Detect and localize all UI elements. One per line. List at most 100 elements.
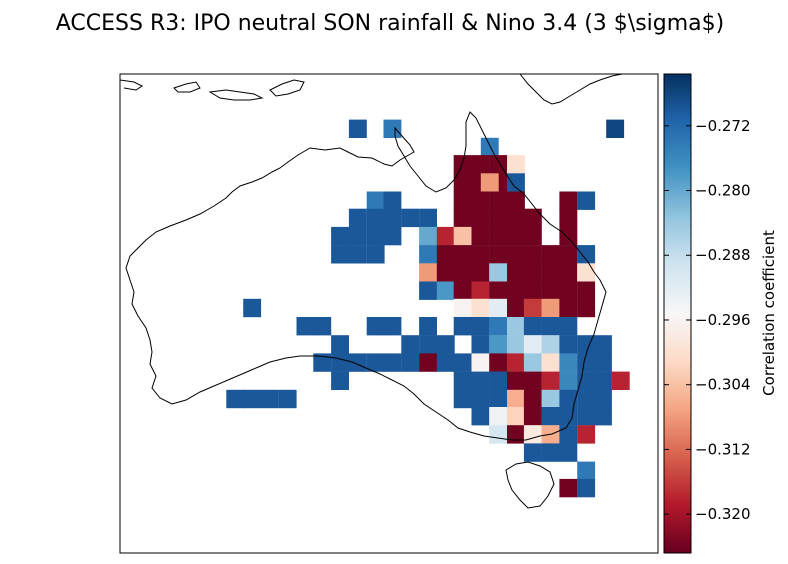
map-frame [119,73,659,554]
heatmap-cell [541,263,560,282]
heatmap-cell [489,245,508,264]
heatmap-cell [453,173,472,192]
heatmap-cell [453,353,472,372]
heatmap-cell [453,208,472,228]
heatmap-cell [471,191,490,210]
heatmap-cell [559,208,578,228]
heatmap-cell [436,335,455,354]
heatmap-cell [507,191,525,210]
heatmap-cell [419,335,437,354]
heatmap-cell [606,119,625,138]
heatmap-cell [577,245,596,264]
heatmap-cell [471,245,490,264]
heatmap-cell [507,353,525,372]
heatmap-cell [436,263,455,282]
heatmap-cell [559,407,578,426]
heatmap-cell [559,478,578,498]
heatmap-cell [559,298,578,318]
heatmap-cell [453,389,472,409]
heatmap-cell [559,335,578,354]
heatmap-cell [383,119,402,138]
heatmap-cell [559,389,578,409]
heatmap-cell [419,317,437,336]
heatmap-cell [480,173,499,192]
heatmap-cell [541,443,560,462]
heatmap-cell [296,317,315,336]
heatmap-cell [507,281,525,300]
heatmap-cell [453,298,472,318]
heatmap-cell [577,371,596,390]
heatmap-cell [541,407,560,426]
heatmap-cell [541,298,560,318]
heatmap-cell [453,371,472,390]
colorbar-tick-label: −0.304 [695,376,751,394]
heatmap-cell [541,317,560,336]
heatmap-cell [559,263,578,282]
figure-title: ACCESS R3: IPO neutral SON rainfall & Ni… [56,11,725,36]
heatmap-cell [577,461,596,480]
colorbar-frame [663,73,692,554]
heatmap-cell [243,389,262,409]
heatmap-cell [489,353,508,372]
heatmap-cell [594,389,612,409]
heatmap-cell [471,263,490,282]
heatmap-cell [401,335,420,354]
heatmap-cell [541,353,560,372]
heatmap-cell [419,281,437,300]
heatmap-cell [348,245,367,264]
heatmap-cell [523,208,542,228]
heatmap-cell [577,407,596,426]
heatmap-cell [331,335,349,354]
heatmap-cell [331,226,349,246]
heatmap-cell [489,298,508,318]
heatmap-cell [383,353,402,372]
coastline-new-guinea [519,73,623,105]
heatmap-cell [226,389,245,409]
heatmap-cell [453,263,472,282]
heatmap-cell [523,245,542,264]
heatmap-cell [577,353,596,372]
coastline-island-west [119,79,143,91]
heatmap-cell [523,407,542,426]
colorbar-tick-label: −0.272 [695,117,751,135]
heatmap-cell [419,353,437,372]
heatmap-cell [559,317,578,336]
heatmap-cell [507,173,525,192]
coastline-tasmania [505,461,555,509]
heatmap-cell [471,281,490,300]
heatmap-cell [436,245,455,264]
colorbar-tick-label: −0.312 [695,440,751,458]
heatmap-cell [348,226,367,246]
heatmap-cell [453,226,472,246]
heatmap-cell [577,191,596,210]
heatmap-cell [383,317,402,336]
heatmap-cell [489,335,508,354]
heatmap-cell [260,389,279,409]
heatmap-cell [366,245,385,264]
heatmap-cell [243,298,262,318]
heatmap-cell [577,389,596,409]
heatmap-cell [453,191,472,210]
heatmap-cell [419,245,437,264]
heatmap-cell [331,353,349,372]
heatmap-cell [541,335,560,354]
heatmap-cell [507,371,525,390]
heatmap-cell [523,263,542,282]
heatmap-cell [523,389,542,409]
heatmap-cell [611,371,630,390]
heatmap-cell [577,281,596,300]
heatmap-cell [366,191,385,210]
heatmap-cell [471,317,490,336]
heatmap-cell [348,119,367,138]
heatmap-cell [507,335,525,354]
colorbar-tick-label: −0.280 [695,182,751,200]
heatmap-cell [366,353,385,372]
heatmap-cell [577,263,596,282]
heatmap-cell [471,353,490,372]
heatmap-cell [507,317,525,336]
heatmap-cell [471,335,490,354]
heatmap-cell [471,371,490,390]
heatmap-cell [401,353,420,372]
heatmap-cell [489,389,508,409]
